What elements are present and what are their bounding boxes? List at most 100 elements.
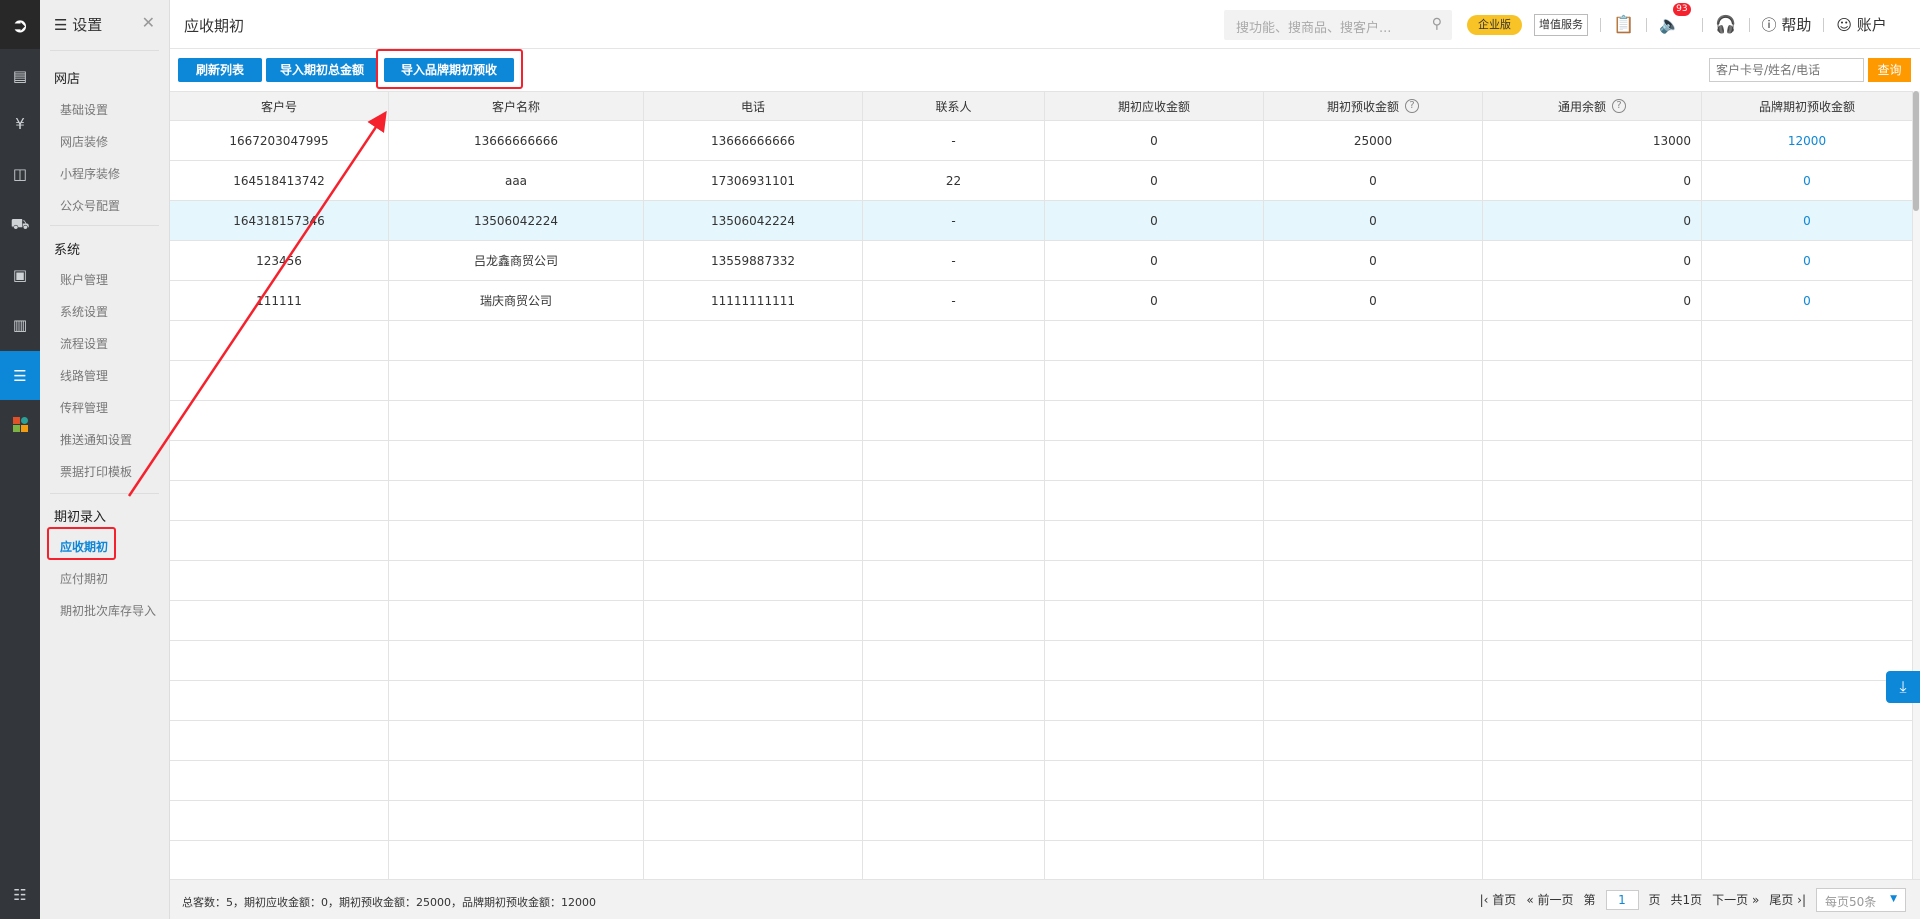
table-cell: [389, 761, 644, 800]
next-page-button[interactable]: 下一页 »: [1712, 893, 1760, 907]
table-cell[interactable]: 0: [1702, 201, 1913, 240]
prev-page-button[interactable]: « 前一页: [1526, 893, 1574, 907]
sidebar-item-workflow-settings[interactable]: 流程设置: [60, 337, 109, 351]
box-icon[interactable]: ◫: [12, 164, 28, 183]
table-cell: -: [863, 241, 1045, 280]
column-header[interactable]: 通用余额?: [1483, 92, 1702, 120]
page-size-select[interactable]: 每页50条 ▼: [1816, 887, 1906, 912]
settings-sliders-icon[interactable]: ☰: [0, 351, 40, 400]
value-services-button[interactable]: 增值服务: [1534, 13, 1588, 36]
global-search-input[interactable]: 搜功能、搜商品、搜客户... ⚲: [1224, 10, 1452, 40]
table-cell: [1702, 481, 1913, 520]
page-number-input[interactable]: 1: [1605, 889, 1639, 910]
close-icon[interactable]: ✕: [141, 13, 155, 32]
search-icon[interactable]: ⚲: [1431, 16, 1442, 32]
import-total-button[interactable]: 导入期初总金额: [266, 58, 378, 82]
import-brand-prepayment-button[interactable]: 导入品牌期初预收: [384, 58, 514, 82]
sidebar-item-batch-stock-import[interactable]: 期初批次库存导入: [60, 604, 157, 618]
sidebar-item-route-management[interactable]: 线路管理: [60, 369, 109, 383]
sidebar-item-opening-receivables[interactable]: 应收期初: [60, 540, 109, 554]
speaker-button[interactable]: 🔈 93: [1659, 2, 1691, 35]
group-online-store: 网店: [54, 72, 81, 87]
table-cell[interactable]: 0: [1702, 161, 1913, 200]
table-cell: 吕龙鑫商贸公司: [389, 241, 644, 280]
sidebar-item-opening-payables[interactable]: 应付期初: [60, 572, 109, 586]
query-button[interactable]: 查询: [1868, 58, 1911, 82]
download-icon[interactable]: ⤓: [1886, 671, 1920, 703]
table-scrollbar[interactable]: [1913, 91, 1920, 879]
books-icon[interactable]: ▥: [12, 315, 28, 334]
table-row[interactable]: 111111 瑞庆商贸公司 11111111111-0 0 0 0: [170, 281, 1913, 321]
help-button[interactable]: ⓘ 帮助: [1761, 16, 1812, 34]
document-icon[interactable]: ▤: [12, 66, 28, 85]
sidebar-item-push-notification[interactable]: 推送通知设置: [60, 433, 133, 447]
table-cell: [1045, 401, 1264, 440]
help-circle-icon[interactable]: ?: [1405, 99, 1419, 113]
account-button[interactable]: ☺ 账户: [1836, 16, 1887, 34]
sidebar-item-system-settings[interactable]: 系统设置: [60, 305, 109, 319]
column-header[interactable]: 品牌期初预收金额: [1702, 92, 1913, 120]
money-icon[interactable]: ¥: [15, 114, 25, 133]
table-cell: 0: [1045, 161, 1264, 200]
table-cell: [644, 361, 863, 400]
highlight-box-button: [376, 49, 523, 89]
refresh-list-button[interactable]: 刷新列表: [178, 58, 262, 82]
clipboard-icon[interactable]: 📋: [1613, 14, 1635, 35]
empty-row: [170, 401, 1913, 441]
sidebar-item-store-decoration[interactable]: 网店装修: [60, 135, 109, 149]
table-cell: [1045, 521, 1264, 560]
table-cell: [1045, 761, 1264, 800]
table-cell: [170, 721, 389, 760]
column-header[interactable]: 期初预收金额?: [1264, 92, 1483, 120]
column-header[interactable]: 客户名称: [389, 92, 644, 120]
sliders-icon: ☰: [54, 16, 73, 34]
table-cell[interactable]: 12000: [1702, 121, 1913, 160]
column-header[interactable]: 客户号: [170, 92, 389, 120]
sidebar-item-scale-management[interactable]: 传秤管理: [60, 401, 109, 415]
last-page-button[interactable]: 尾页 ›|: [1769, 893, 1806, 907]
card-icon[interactable]: ▣: [12, 265, 28, 284]
table-cell: [1264, 601, 1483, 640]
table-cell: [1483, 601, 1702, 640]
table-row[interactable]: 164518413742 aaa 17306931101 22 0 0 0 0: [170, 161, 1913, 201]
table-cell: [1045, 321, 1264, 360]
table-cell: [1483, 641, 1702, 680]
customer-query-input[interactable]: [1709, 58, 1864, 82]
table-cell: [389, 841, 644, 880]
sidebar-item-basic-settings[interactable]: 基础设置: [60, 103, 109, 117]
table-cell: [1045, 441, 1264, 480]
table-cell: 13000: [1483, 121, 1702, 160]
edition-badge[interactable]: 企业版: [1467, 14, 1522, 35]
sidebar-item-account-management[interactable]: 账户管理: [60, 273, 109, 287]
column-header[interactable]: 期初应收金额: [1045, 92, 1264, 120]
table-cell: [863, 441, 1045, 480]
table-cell: [1483, 361, 1702, 400]
apps-grid-icon[interactable]: [0, 400, 40, 449]
table-cell: [644, 321, 863, 360]
table-cell[interactable]: 0: [1702, 241, 1913, 280]
help-circle-icon[interactable]: ?: [1612, 99, 1626, 113]
first-page-button[interactable]: |‹ 首页: [1479, 893, 1517, 907]
table-cell[interactable]: 0: [1702, 281, 1913, 320]
truck-icon[interactable]: ⛟: [10, 214, 30, 233]
table-cell: 0: [1264, 161, 1483, 200]
sidebar-item-print-template[interactable]: 票据打印模板: [60, 465, 133, 479]
table-cell: aaa: [389, 161, 644, 200]
table-row[interactable]: 1667203047995 13666666666 13666666666-0 250…: [170, 121, 1913, 161]
sidebar-item-official-account[interactable]: 公众号配置: [60, 199, 121, 213]
table-cell: [863, 561, 1045, 600]
logo-icon[interactable]: ➲: [0, 0, 40, 49]
sidebar-item-miniprogram-decoration[interactable]: 小程序装修: [60, 167, 121, 181]
table-row[interactable]: 123456 吕龙鑫商贸公司 13559887332-0 0 0 0: [170, 241, 1913, 281]
table-cell: [1483, 521, 1702, 560]
table-cell: [170, 441, 389, 480]
column-header[interactable]: 联系人: [863, 92, 1045, 120]
menu-search-icon[interactable]: ☷: [13, 885, 27, 904]
table-cell: [1045, 681, 1264, 720]
table-row[interactable]: 164318157346 13506042224 13506042224-0 0 0 0: [170, 201, 1913, 241]
column-header[interactable]: 电话: [644, 92, 863, 120]
table-cell: [1483, 721, 1702, 760]
table-cell: [1264, 361, 1483, 400]
empty-row: [170, 801, 1913, 841]
headset-icon[interactable]: 🎧: [1715, 14, 1737, 35]
